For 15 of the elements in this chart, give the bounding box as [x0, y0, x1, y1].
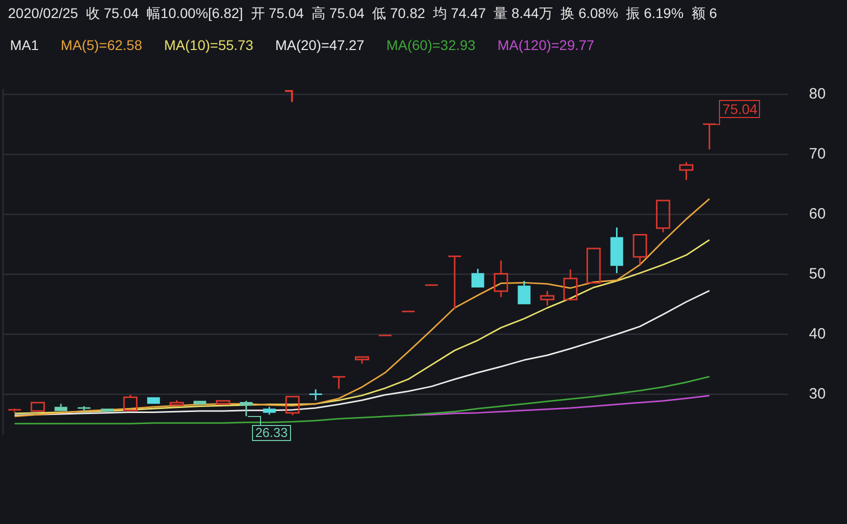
y-tick-label: 80	[809, 86, 826, 103]
text: 75.04	[719, 100, 760, 118]
y-tick-label: 50	[809, 265, 826, 282]
text: MA(5)=62.58	[60, 37, 142, 53]
y-tick-label: 40	[809, 325, 826, 342]
text: MA(20)=47.27	[275, 37, 364, 53]
chart-title: 2020/02/25 收 75.04 幅10.00%[6.82] 开 75.04 高 75.04 低 70.82 均 74.47 量 8.44万 换 6.08% 振 6.19% 额 6	[8, 5, 717, 23]
y-tick-label: 30	[809, 385, 826, 402]
legend-title: MA1	[10, 37, 39, 53]
text: MA(120)=29.77	[497, 37, 594, 53]
y-tick-label: 70	[809, 146, 826, 163]
text: MA(10)=55.73	[164, 37, 254, 53]
y-tick-label: 60	[809, 205, 826, 222]
annotation: 26.33	[252, 425, 291, 442]
text: MA(60)=32.93	[386, 37, 476, 53]
